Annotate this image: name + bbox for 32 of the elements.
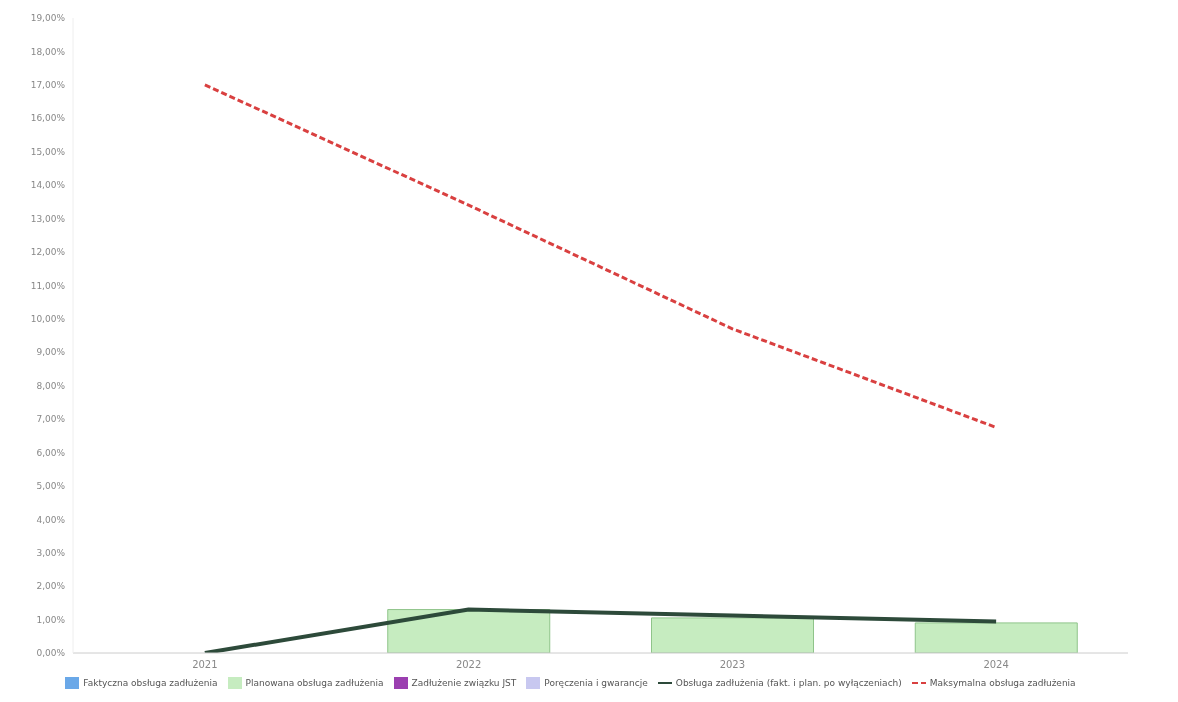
y-tick-label: 0,00% [36, 648, 66, 659]
legend-label: Planowana obsługa zadłużenia [245, 678, 384, 688]
legend-label: Zadłużenie związku JST [411, 678, 517, 688]
y-tick-label: 4,00% [36, 514, 66, 525]
legend-label: Faktyczna obsługa zadłużenia [83, 678, 218, 688]
x-tick-label: 2023 [719, 659, 746, 671]
y-tick-label: 9,00% [36, 347, 66, 358]
y-tick-label: 10,00% [30, 313, 66, 324]
line-series [203, 83, 998, 429]
y-tick-label: 14,00% [30, 180, 66, 191]
legend-label: Obsługa zadłużenia (fakt. i plan. po wyłączeniach) [675, 678, 902, 688]
y-tick-label: 18,00% [30, 46, 66, 57]
line-series [202, 607, 999, 653]
y-tick-label: 3,00% [36, 547, 66, 558]
y-tick-label: 19,00% [30, 13, 66, 24]
y-tick-label: 2,00% [36, 581, 66, 592]
y-tick-label: 12,00% [30, 247, 66, 258]
legend-label: Maksymalna obsługa zadłużenia [929, 678, 1076, 688]
y-tick-label: 6,00% [36, 447, 66, 458]
y-tick-label: 1,00% [36, 614, 66, 625]
y-tick-label: 13,00% [30, 213, 66, 224]
y-tick-label: 7,00% [36, 414, 66, 425]
y-tick-label: 15,00% [30, 146, 66, 157]
y-tick-label: 5,00% [36, 481, 66, 492]
legend-label: Poręczenia i gwarancje [544, 678, 648, 688]
y-tick-label: 8,00% [36, 380, 66, 391]
y-tick-label: 16,00% [30, 113, 66, 124]
x-tick-label: 2024 [983, 659, 1009, 671]
y-tick-label: 17,00% [30, 80, 66, 91]
x-tick-label: 2022 [455, 659, 482, 671]
y-tick-label: 11,00% [30, 280, 66, 291]
x-tick-label: 2021 [192, 659, 218, 671]
